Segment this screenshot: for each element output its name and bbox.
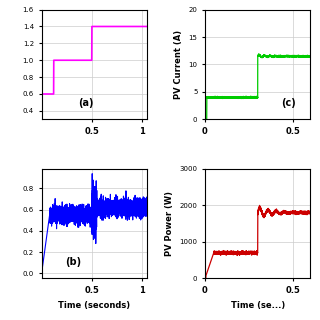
X-axis label: Time (seconds): Time (seconds) <box>58 300 130 309</box>
Text: (a): (a) <box>78 98 94 108</box>
Y-axis label: PV Power (W): PV Power (W) <box>165 191 174 256</box>
X-axis label: Time (se...): Time (se...) <box>231 300 285 309</box>
Text: (b): (b) <box>65 257 81 267</box>
Text: (c): (c) <box>281 98 296 108</box>
Y-axis label: PV Current (A): PV Current (A) <box>174 30 183 99</box>
